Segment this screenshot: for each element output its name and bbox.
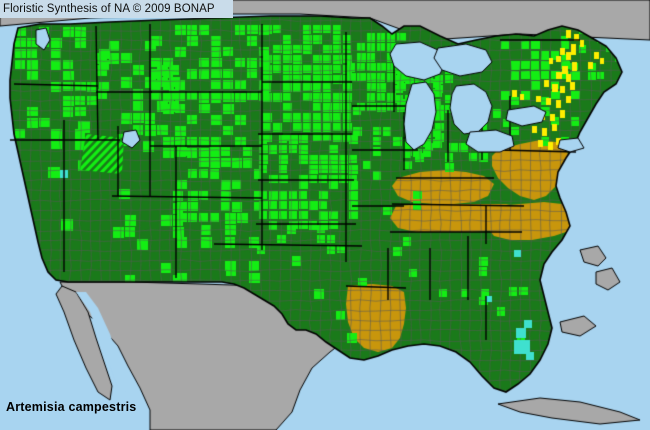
map-title-banner: Floristic Synthesis of NA © 2009 BONAP: [0, 0, 233, 18]
species-name-label: Artemisia campestris: [6, 400, 137, 414]
map-title-text: Floristic Synthesis of NA © 2009 BONAP: [3, 3, 215, 15]
